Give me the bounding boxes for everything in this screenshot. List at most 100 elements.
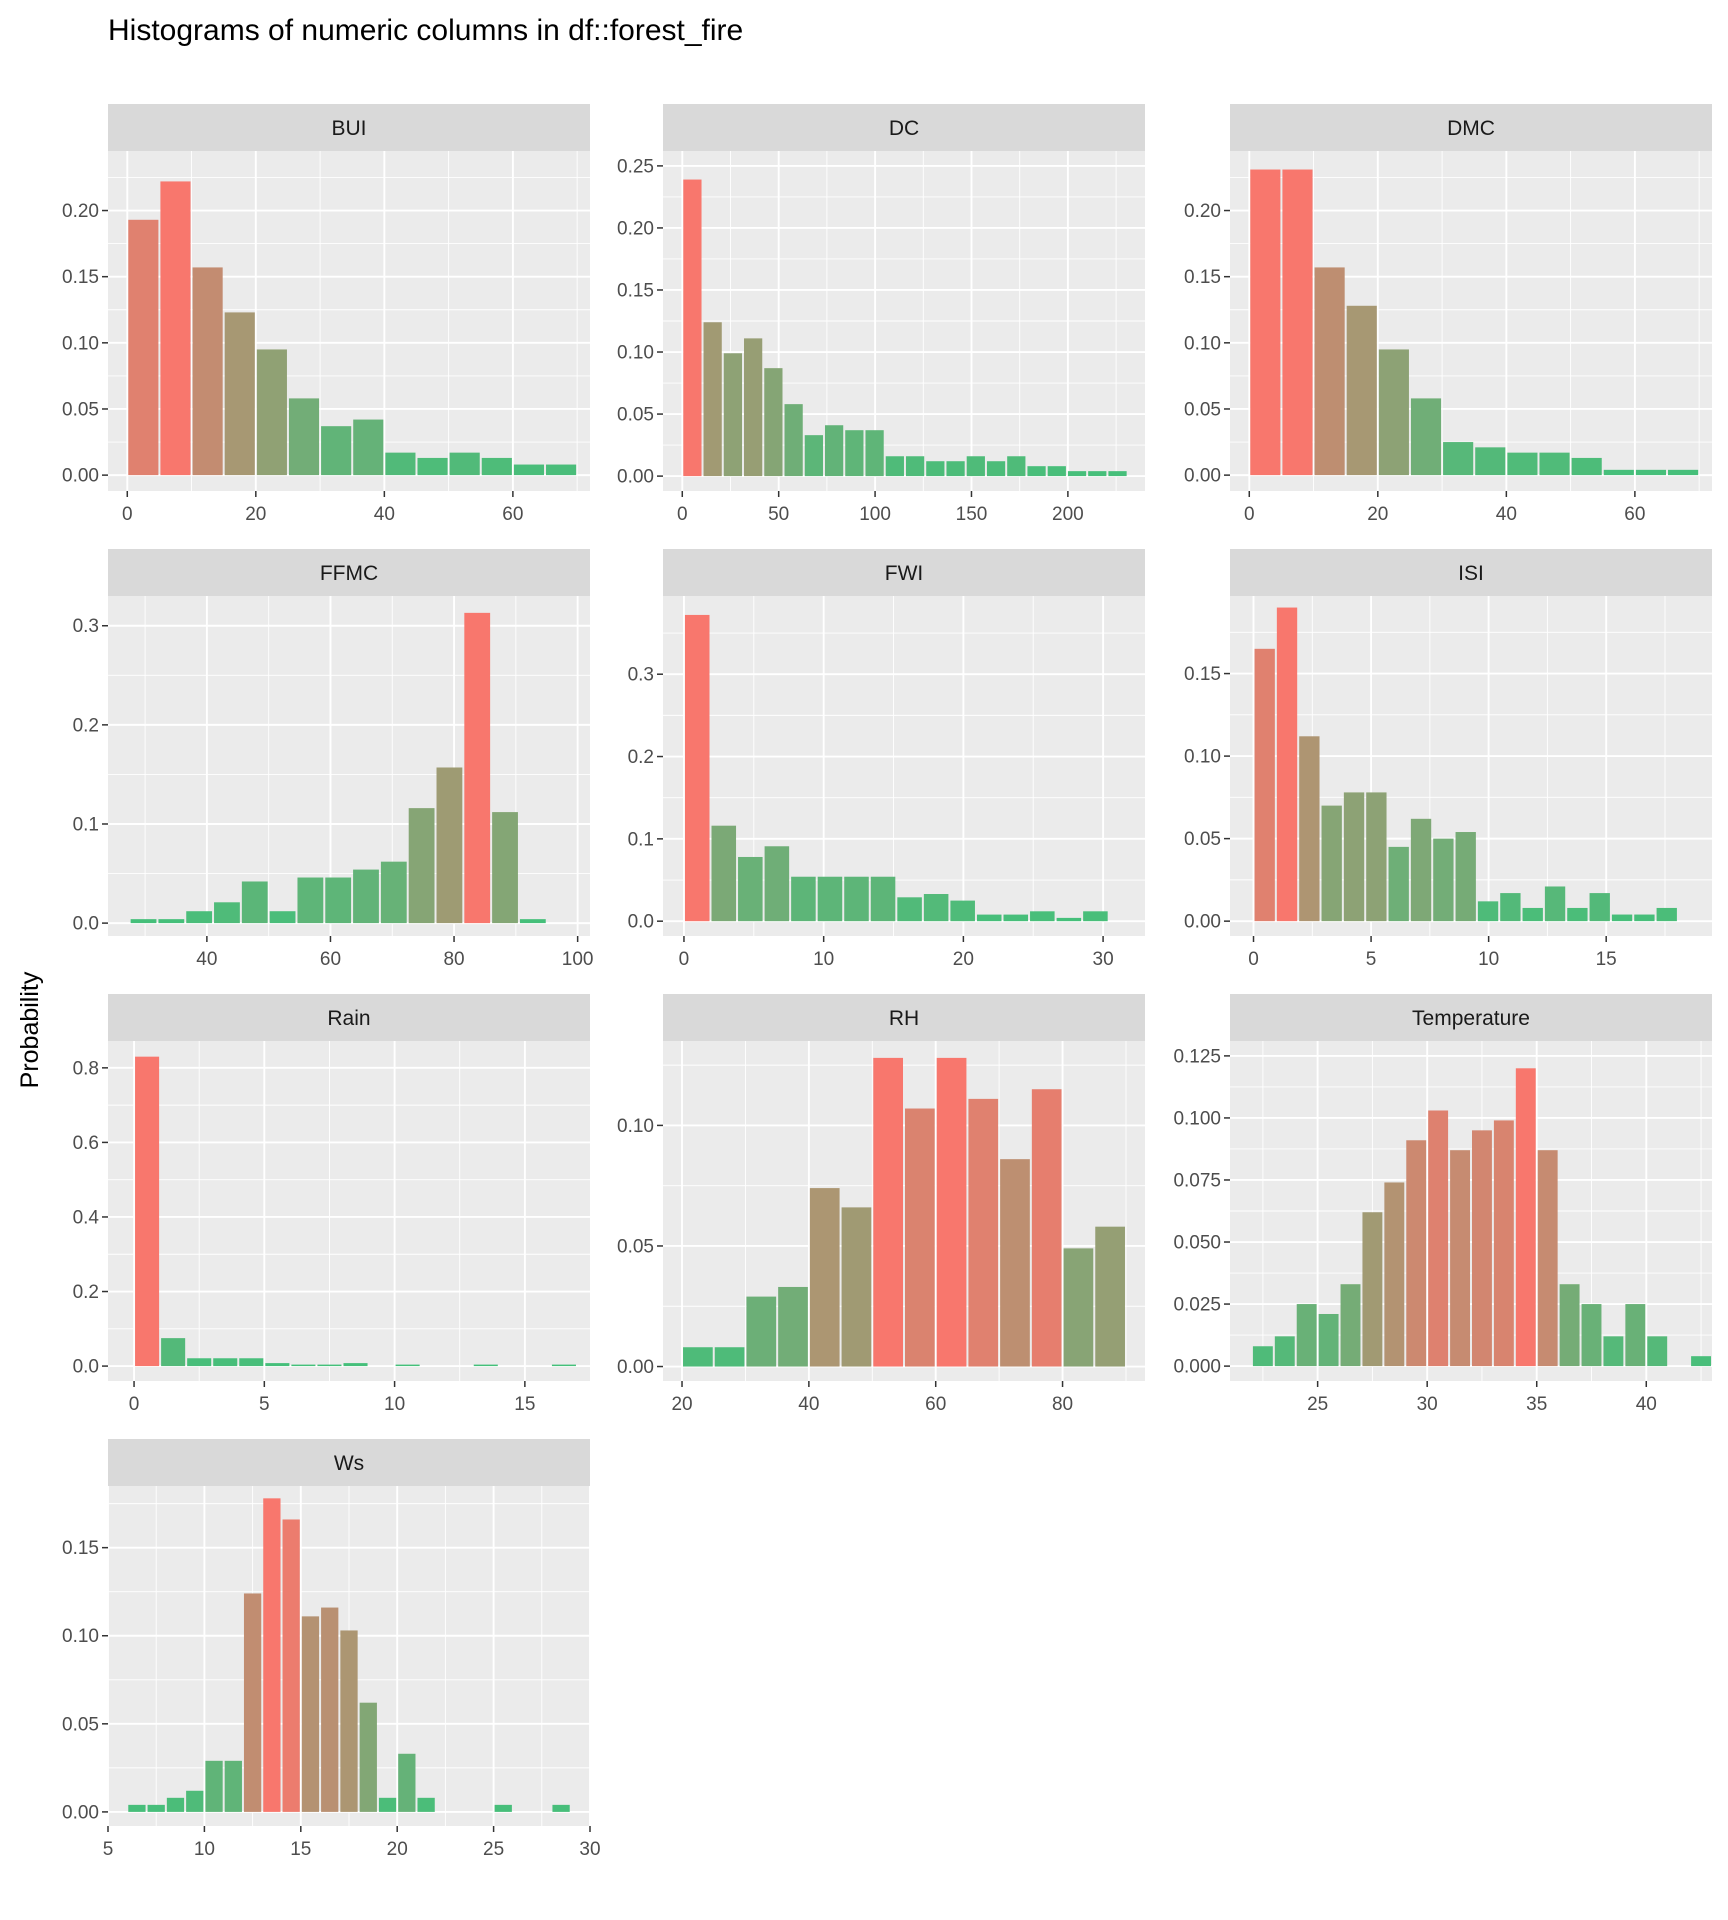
bar-dc (683, 179, 702, 477)
bar-isi (1656, 907, 1677, 922)
bar-rh (936, 1057, 967, 1367)
bar-isi (1321, 805, 1342, 922)
bar-ws (321, 1607, 339, 1812)
bar-dc (1088, 471, 1107, 477)
y-tick-label: 0.3 (73, 616, 99, 637)
bar-dc (703, 322, 722, 477)
bar-isi (1611, 914, 1633, 922)
bar-isi (1276, 607, 1298, 922)
bar-rh (968, 1098, 999, 1367)
bar-bui (353, 419, 384, 476)
panel-dmc: DMC 0 20 40 60 0.00 0.05 0.10 0.15 0.20 (1184, 104, 1712, 525)
bar-dc (804, 435, 823, 477)
bar-ffmc (464, 612, 491, 924)
bar-dc (885, 456, 904, 477)
bar-temperature (1450, 1150, 1470, 1367)
y-tick-label: 0.10 (62, 333, 99, 354)
bar-ffmc (158, 919, 185, 924)
x-tick-label: 30 (1093, 949, 1114, 970)
bar-ffmc (130, 919, 157, 924)
bar-dmc (1603, 469, 1634, 476)
bar-bui (513, 464, 545, 476)
bar-isi (1254, 648, 1275, 922)
bar-fwi (1056, 917, 1082, 922)
bar-ffmc (186, 911, 213, 924)
y-tick-label: 0.05 (62, 399, 99, 420)
x-tick-label: 20 (245, 504, 266, 525)
bar-dmc (1250, 169, 1281, 476)
bar-dmc (1346, 305, 1377, 476)
panel-strip (108, 549, 590, 596)
bar-isi (1343, 792, 1365, 922)
x-tick-label: 5 (103, 1839, 114, 1860)
x-tick-label: 10 (1478, 949, 1499, 970)
y-tick-label: 0.3 (628, 665, 654, 686)
bar-ffmc (214, 902, 240, 924)
bar-ws (224, 1760, 242, 1812)
bar-dc (1108, 471, 1127, 477)
panel-plot-area (108, 1041, 590, 1381)
bar-bui (224, 312, 255, 476)
y-tick-label: 0.0 (628, 912, 654, 933)
panel-rain: Rain 0 5 10 15 0.0 0.2 0.4 0.6 0.8 (73, 994, 590, 1415)
bar-rain (161, 1338, 186, 1367)
bar-temperature (1691, 1356, 1711, 1367)
bar-dmc (1539, 452, 1570, 476)
bar-ws (340, 1630, 358, 1812)
y-tick-label: 0.00 (1184, 912, 1221, 933)
bar-isi (1500, 893, 1521, 922)
x-tick-label: 60 (502, 504, 523, 525)
x-tick-label: 100 (562, 949, 594, 970)
bar-ffmc (436, 767, 463, 924)
bar-temperature (1625, 1304, 1646, 1367)
x-tick-label: 10 (813, 949, 834, 970)
bar-rh (841, 1207, 872, 1367)
chart-title: Histograms of numeric columns in df::for… (108, 14, 743, 47)
bar-fwi (1003, 914, 1029, 922)
y-tick-label: 0.2 (73, 715, 99, 736)
bar-temperature (1647, 1336, 1668, 1367)
x-tick-label: 60 (1624, 504, 1645, 525)
y-tick-label: 0.05 (617, 1236, 654, 1257)
y-tick-label: 0.10 (617, 343, 654, 364)
bar-fwi (870, 876, 896, 922)
panel-strip-label: BUI (331, 117, 366, 140)
x-tick-label: 0 (679, 949, 690, 970)
panel-rh: RH 20 40 60 80 0.00 0.05 0.10 (617, 994, 1145, 1415)
x-tick-label: 25 (483, 1839, 504, 1860)
y-tick-label: 0.20 (617, 218, 654, 239)
bar-bui (385, 452, 416, 476)
bar-temperature (1296, 1304, 1317, 1367)
x-tick-label: 40 (1496, 504, 1517, 525)
bar-isi (1366, 792, 1387, 922)
bar-bui (128, 219, 159, 476)
bar-isi (1410, 818, 1432, 922)
bar-rh (746, 1296, 777, 1367)
y-tick-label: 0.025 (1173, 1295, 1221, 1316)
x-tick-label: 80 (1052, 1394, 1073, 1415)
panel-fwi: FWI 0 10 20 30 0.0 0.1 0.2 0.3 (628, 549, 1145, 970)
panel-strip-label: Ws (334, 1452, 364, 1475)
bar-rain (239, 1358, 264, 1367)
bar-rain (343, 1363, 368, 1367)
bar-ws (378, 1797, 397, 1812)
bar-temperature (1581, 1304, 1602, 1367)
bar-dmc (1282, 169, 1313, 476)
bar-ffmc (519, 919, 546, 924)
x-tick-label: 0 (1248, 949, 1259, 970)
bar-rh (1031, 1089, 1062, 1367)
bar-ws (301, 1616, 320, 1812)
bar-dmc (1314, 267, 1345, 476)
bar-dc (966, 456, 985, 477)
bar-isi (1477, 901, 1499, 922)
y-tick-label: 0.05 (617, 405, 654, 426)
bar-rain (473, 1364, 498, 1367)
bar-ffmc (297, 877, 324, 924)
bar-rh (778, 1286, 808, 1367)
bar-rain (213, 1358, 238, 1367)
bar-rh (683, 1347, 713, 1367)
x-tick-label: 30 (1417, 1394, 1438, 1415)
x-tick-label: 0 (122, 504, 133, 525)
bar-temperature (1559, 1284, 1580, 1367)
bar-fwi (711, 825, 737, 922)
